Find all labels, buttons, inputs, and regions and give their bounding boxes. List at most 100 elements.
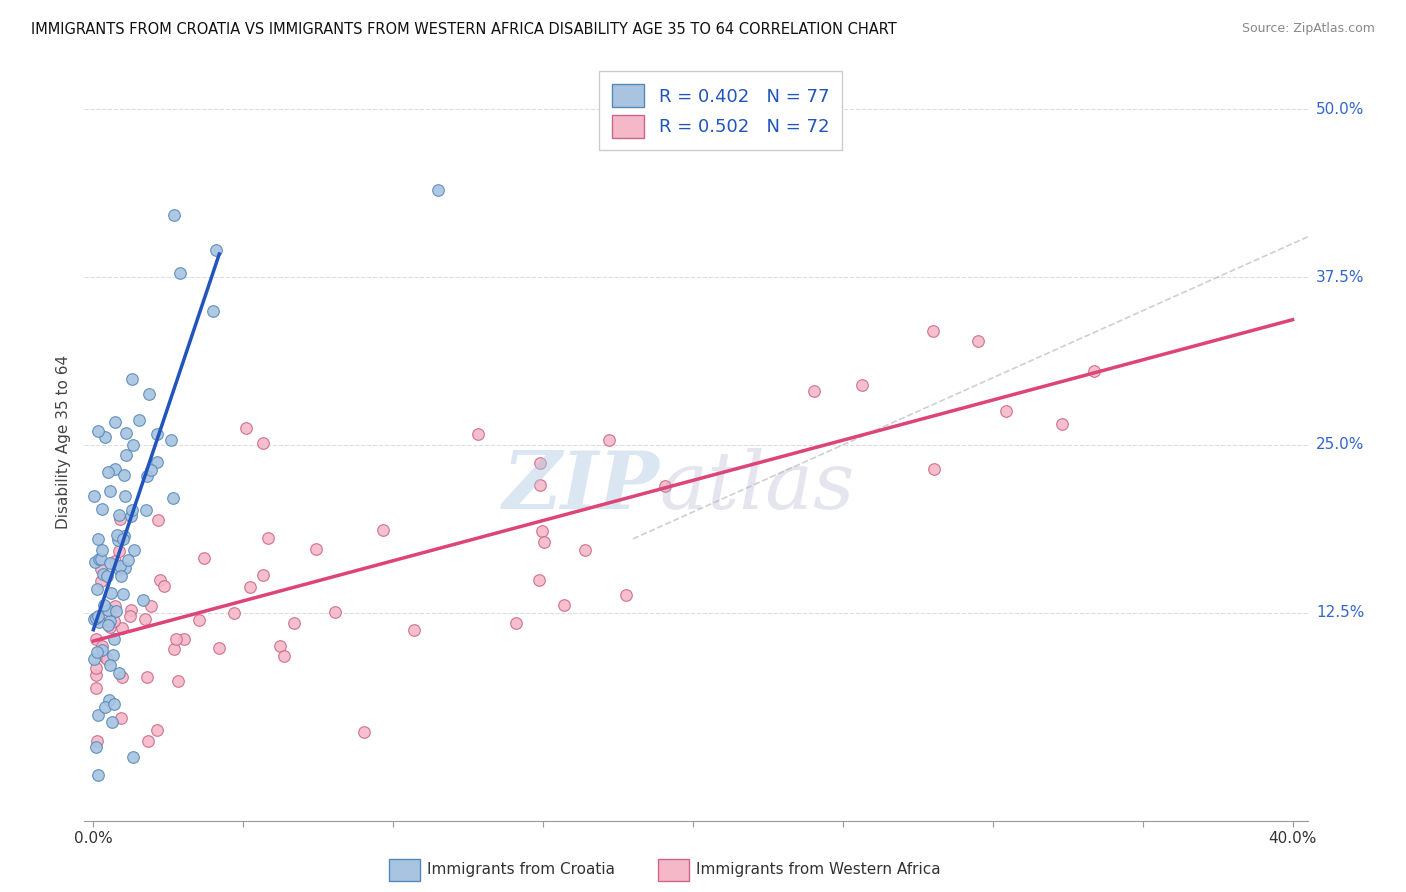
Point [208, 641, 231, 656]
Point [120, 509, 142, 524]
Point [84, 611, 107, 625]
Point [103, 697, 125, 711]
Point [1083, 364, 1105, 378]
Point [114, 561, 136, 575]
Point [115, 448, 138, 462]
Point [87, 768, 110, 782]
Point [257, 531, 280, 545]
Point [103, 648, 125, 662]
Point [100, 586, 122, 600]
Point [104, 462, 127, 476]
Text: Source: ZipAtlas.com: Source: ZipAtlas.com [1241, 22, 1375, 36]
Point [104, 599, 127, 613]
Point [86, 645, 108, 659]
Point [86, 734, 108, 748]
Point [112, 532, 135, 546]
Point [111, 621, 134, 635]
Point [146, 723, 169, 737]
Text: 37.5%: 37.5% [1316, 269, 1364, 285]
Point [104, 553, 127, 567]
Point [103, 632, 125, 646]
Point [96, 569, 118, 583]
Point [252, 568, 274, 582]
Point [98, 556, 121, 570]
Point [87, 609, 110, 624]
Point [966, 334, 988, 348]
Text: Immigrants from Western Africa: Immigrants from Western Africa [696, 863, 941, 877]
Point [269, 640, 291, 654]
Point [90, 639, 112, 653]
Point [83, 489, 105, 503]
Point [136, 734, 159, 748]
Point [93, 599, 115, 613]
Point [135, 503, 157, 517]
Point [404, 623, 426, 637]
Y-axis label: Disability Age 35 to 64: Disability Age 35 to 64 [56, 354, 72, 529]
Point [112, 468, 135, 483]
Point [922, 462, 945, 476]
Point [467, 427, 489, 442]
Point [162, 491, 184, 505]
Point [91, 567, 114, 582]
Point [83, 652, 105, 666]
Point [134, 612, 156, 626]
Point [533, 535, 555, 549]
Point [97, 618, 120, 632]
Point [111, 587, 134, 601]
Point [107, 528, 129, 542]
Text: Immigrants from Croatia: Immigrants from Croatia [427, 863, 614, 877]
Point [1050, 417, 1073, 431]
Point [98, 484, 121, 499]
Point [135, 670, 157, 684]
Point [239, 580, 262, 594]
Point [166, 674, 188, 689]
Point [163, 642, 186, 657]
Text: 50.0%: 50.0% [1316, 102, 1364, 117]
Point [90, 552, 112, 566]
Point [107, 562, 129, 576]
Point [86, 681, 108, 695]
Point [90, 574, 112, 589]
Point [921, 324, 943, 338]
Point [86, 668, 108, 682]
Point [104, 415, 127, 429]
Point [112, 529, 135, 543]
Point [373, 523, 395, 537]
Point [97, 603, 120, 617]
Point [114, 489, 136, 503]
Point [118, 609, 141, 624]
Text: atlas: atlas [659, 449, 855, 525]
Point [110, 559, 132, 574]
Point [187, 613, 209, 627]
Point [531, 524, 554, 538]
Legend: R = 0.402   N = 77, R = 0.502   N = 72: R = 0.402 N = 77, R = 0.502 N = 72 [599, 71, 842, 151]
Point [115, 426, 138, 441]
Point [108, 543, 131, 558]
Point [128, 413, 150, 427]
Point [98, 620, 121, 634]
Point [86, 661, 108, 675]
Point [108, 508, 131, 523]
Point [89, 552, 111, 566]
Point [202, 303, 225, 318]
Text: 12.5%: 12.5% [1316, 605, 1364, 620]
Point [86, 632, 108, 647]
Text: IMMIGRANTS FROM CROATIA VS IMMIGRANTS FROM WESTERN AFRICA DISABILITY AGE 35 TO 6: IMMIGRANTS FROM CROATIA VS IMMIGRANTS FR… [31, 22, 897, 37]
Point [273, 648, 295, 663]
Point [103, 615, 125, 629]
Point [83, 611, 105, 625]
Point [146, 426, 169, 441]
Point [153, 579, 176, 593]
Point [93, 649, 115, 664]
Point [104, 604, 127, 618]
Point [529, 478, 551, 492]
Point [107, 533, 129, 547]
Point [136, 468, 159, 483]
Point [145, 455, 167, 469]
Point [83, 554, 105, 568]
Point [141, 599, 163, 613]
Point [165, 632, 187, 646]
Point [323, 605, 346, 619]
Point [98, 615, 121, 629]
Point [86, 611, 108, 625]
